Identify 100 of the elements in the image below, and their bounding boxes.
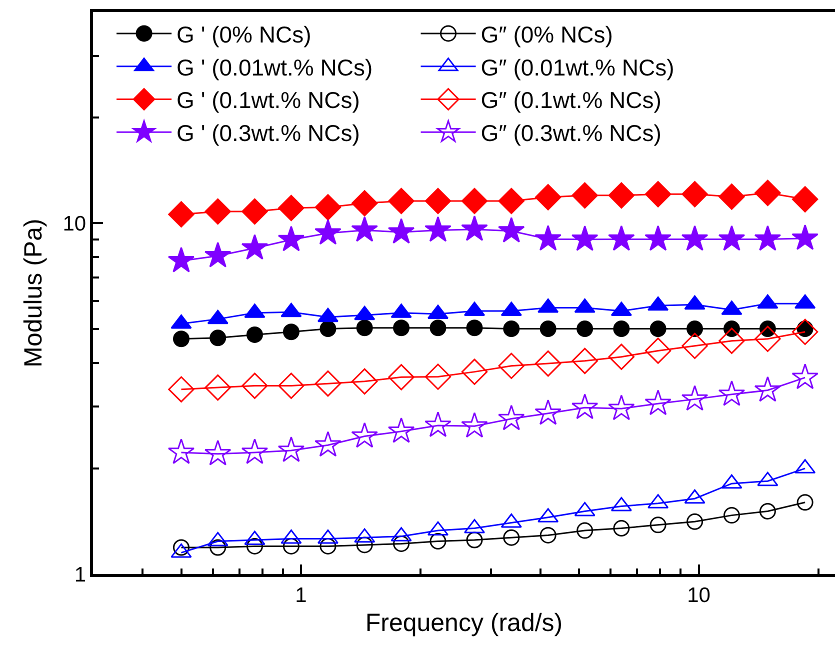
point: [686, 513, 704, 530]
point: [498, 216, 525, 243]
legend-label: G″ (0.3wt.% NCs): [480, 120, 662, 146]
point: [644, 338, 672, 364]
point: [754, 326, 781, 352]
point: [572, 348, 598, 374]
legend-label: G″ (0.1wt.% NCs): [480, 87, 662, 114]
point: [498, 188, 524, 214]
point: [282, 538, 300, 554]
point: [278, 436, 305, 462]
point: [498, 352, 524, 379]
point: [430, 532, 446, 550]
point: [503, 320, 520, 338]
point: [644, 181, 672, 208]
point: [388, 364, 414, 390]
point: [246, 538, 263, 554]
x-axis-title: Frequency (rad/s): [365, 608, 563, 637]
point: [718, 225, 746, 251]
point: [608, 182, 635, 209]
point: [351, 422, 378, 448]
point: [534, 399, 562, 425]
point: [576, 522, 594, 539]
legend-label: G ' (0.01wt.% NCs): [176, 54, 373, 80]
point: [168, 376, 194, 402]
point: [644, 390, 672, 416]
point: [204, 374, 231, 401]
point: [503, 529, 520, 546]
point: [644, 225, 672, 251]
point: [540, 526, 556, 544]
point: [576, 320, 594, 338]
point: [572, 182, 598, 209]
point: [723, 507, 740, 524]
point: [792, 318, 818, 345]
point: [466, 532, 483, 548]
point: [314, 219, 342, 245]
point: [650, 320, 666, 338]
point: [204, 440, 232, 466]
point: [320, 320, 336, 338]
point: [246, 326, 263, 343]
point: [461, 412, 488, 438]
point: [608, 394, 635, 420]
point: [571, 394, 598, 420]
point: [320, 538, 336, 554]
y-axis-title: Modulus (Pa): [19, 218, 48, 368]
point: [356, 536, 373, 554]
point: [393, 535, 410, 552]
point: [571, 225, 598, 251]
point: [173, 330, 190, 348]
point: [204, 242, 232, 268]
point: [241, 234, 268, 260]
point: [608, 344, 635, 370]
point: [424, 364, 452, 390]
point: [210, 330, 226, 346]
point: [388, 417, 415, 443]
point: [608, 225, 635, 251]
point: [356, 320, 373, 336]
point: [351, 368, 378, 395]
point: [613, 320, 630, 338]
point: [204, 198, 231, 225]
point: [278, 372, 304, 399]
point: [314, 431, 342, 457]
point: [351, 190, 378, 216]
point: [754, 180, 781, 206]
legend-label: G ' (0.3wt.% NCs): [176, 120, 360, 146]
point: [424, 188, 452, 214]
point: [461, 358, 488, 385]
point: [424, 411, 452, 438]
legend-label: G″ (0.01wt.% NCs): [480, 54, 674, 80]
point: [792, 364, 818, 390]
legend-label: G″ (0% NCs): [480, 21, 613, 48]
point: [754, 225, 782, 251]
point: [682, 332, 708, 359]
point: [430, 320, 446, 336]
point: [424, 216, 452, 242]
point: [351, 216, 378, 242]
point: [534, 350, 562, 377]
legend-label: G ' (0.1wt.% NCs): [176, 87, 360, 114]
point: [242, 198, 268, 225]
point: [686, 320, 704, 338]
point: [540, 320, 556, 338]
point: [241, 438, 268, 464]
point: [278, 194, 304, 222]
point: [388, 218, 415, 244]
point: [718, 328, 745, 354]
point: [466, 320, 483, 336]
point: [314, 194, 342, 220]
point: [210, 539, 226, 556]
point: [278, 226, 305, 252]
point: [682, 181, 708, 208]
point: [681, 385, 708, 411]
point: [792, 224, 818, 250]
point: [461, 215, 488, 241]
point: [498, 404, 525, 430]
point: [718, 380, 746, 406]
point: [613, 520, 630, 537]
point: [242, 372, 268, 399]
point: [759, 502, 776, 520]
point: [168, 438, 195, 464]
point: [718, 184, 745, 210]
point: [754, 376, 782, 402]
